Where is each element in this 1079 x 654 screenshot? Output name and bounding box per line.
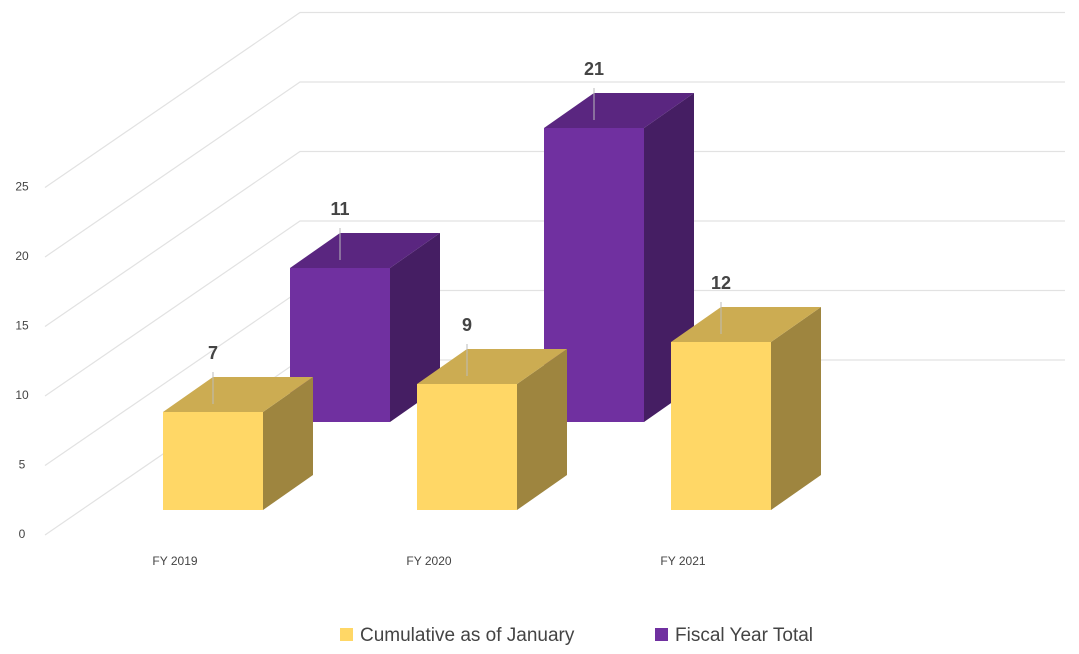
value-label: 12	[711, 273, 731, 293]
bar-side	[517, 349, 567, 510]
bar-side	[390, 233, 440, 422]
bar-top	[163, 377, 313, 412]
grid-line	[44, 81, 1065, 258]
grid-line	[44, 220, 1065, 397]
bar	[417, 349, 567, 510]
bar	[163, 377, 313, 510]
y-tick-label: 15	[15, 319, 29, 333]
bar-side	[263, 377, 313, 510]
y-tick-label: 0	[19, 527, 26, 541]
legend-label: Fiscal Year Total	[675, 625, 813, 646]
value-label: 11	[330, 199, 349, 219]
bar-top	[290, 233, 440, 268]
y-tick-label: 5	[19, 458, 26, 472]
bar-top	[671, 307, 821, 342]
bar-front	[417, 384, 517, 510]
bar-front	[671, 342, 771, 510]
bar-top	[417, 349, 567, 384]
value-label: 21	[584, 59, 604, 79]
legend-label: Cumulative as of January	[360, 625, 575, 646]
bar-top	[544, 93, 694, 128]
grid-line	[44, 11, 1065, 188]
x-tick-label: FY 2021	[660, 554, 705, 568]
value-label: 9	[462, 315, 472, 335]
bar-front	[544, 128, 644, 422]
grid-line	[44, 150, 1065, 327]
y-tick-label: 10	[15, 388, 29, 402]
legend-swatch	[340, 628, 353, 641]
value-label: 7	[208, 343, 218, 363]
bar-front	[163, 412, 263, 510]
y-tick-label: 20	[15, 249, 29, 263]
legend-swatch	[655, 628, 668, 641]
bar	[671, 307, 821, 510]
y-tick-label: 25	[15, 180, 29, 194]
bar-front	[290, 268, 390, 422]
x-tick-label: FY 2019	[152, 554, 197, 568]
bar	[290, 233, 440, 422]
bar-side	[771, 307, 821, 510]
x-tick-label: FY 2020	[406, 554, 451, 568]
